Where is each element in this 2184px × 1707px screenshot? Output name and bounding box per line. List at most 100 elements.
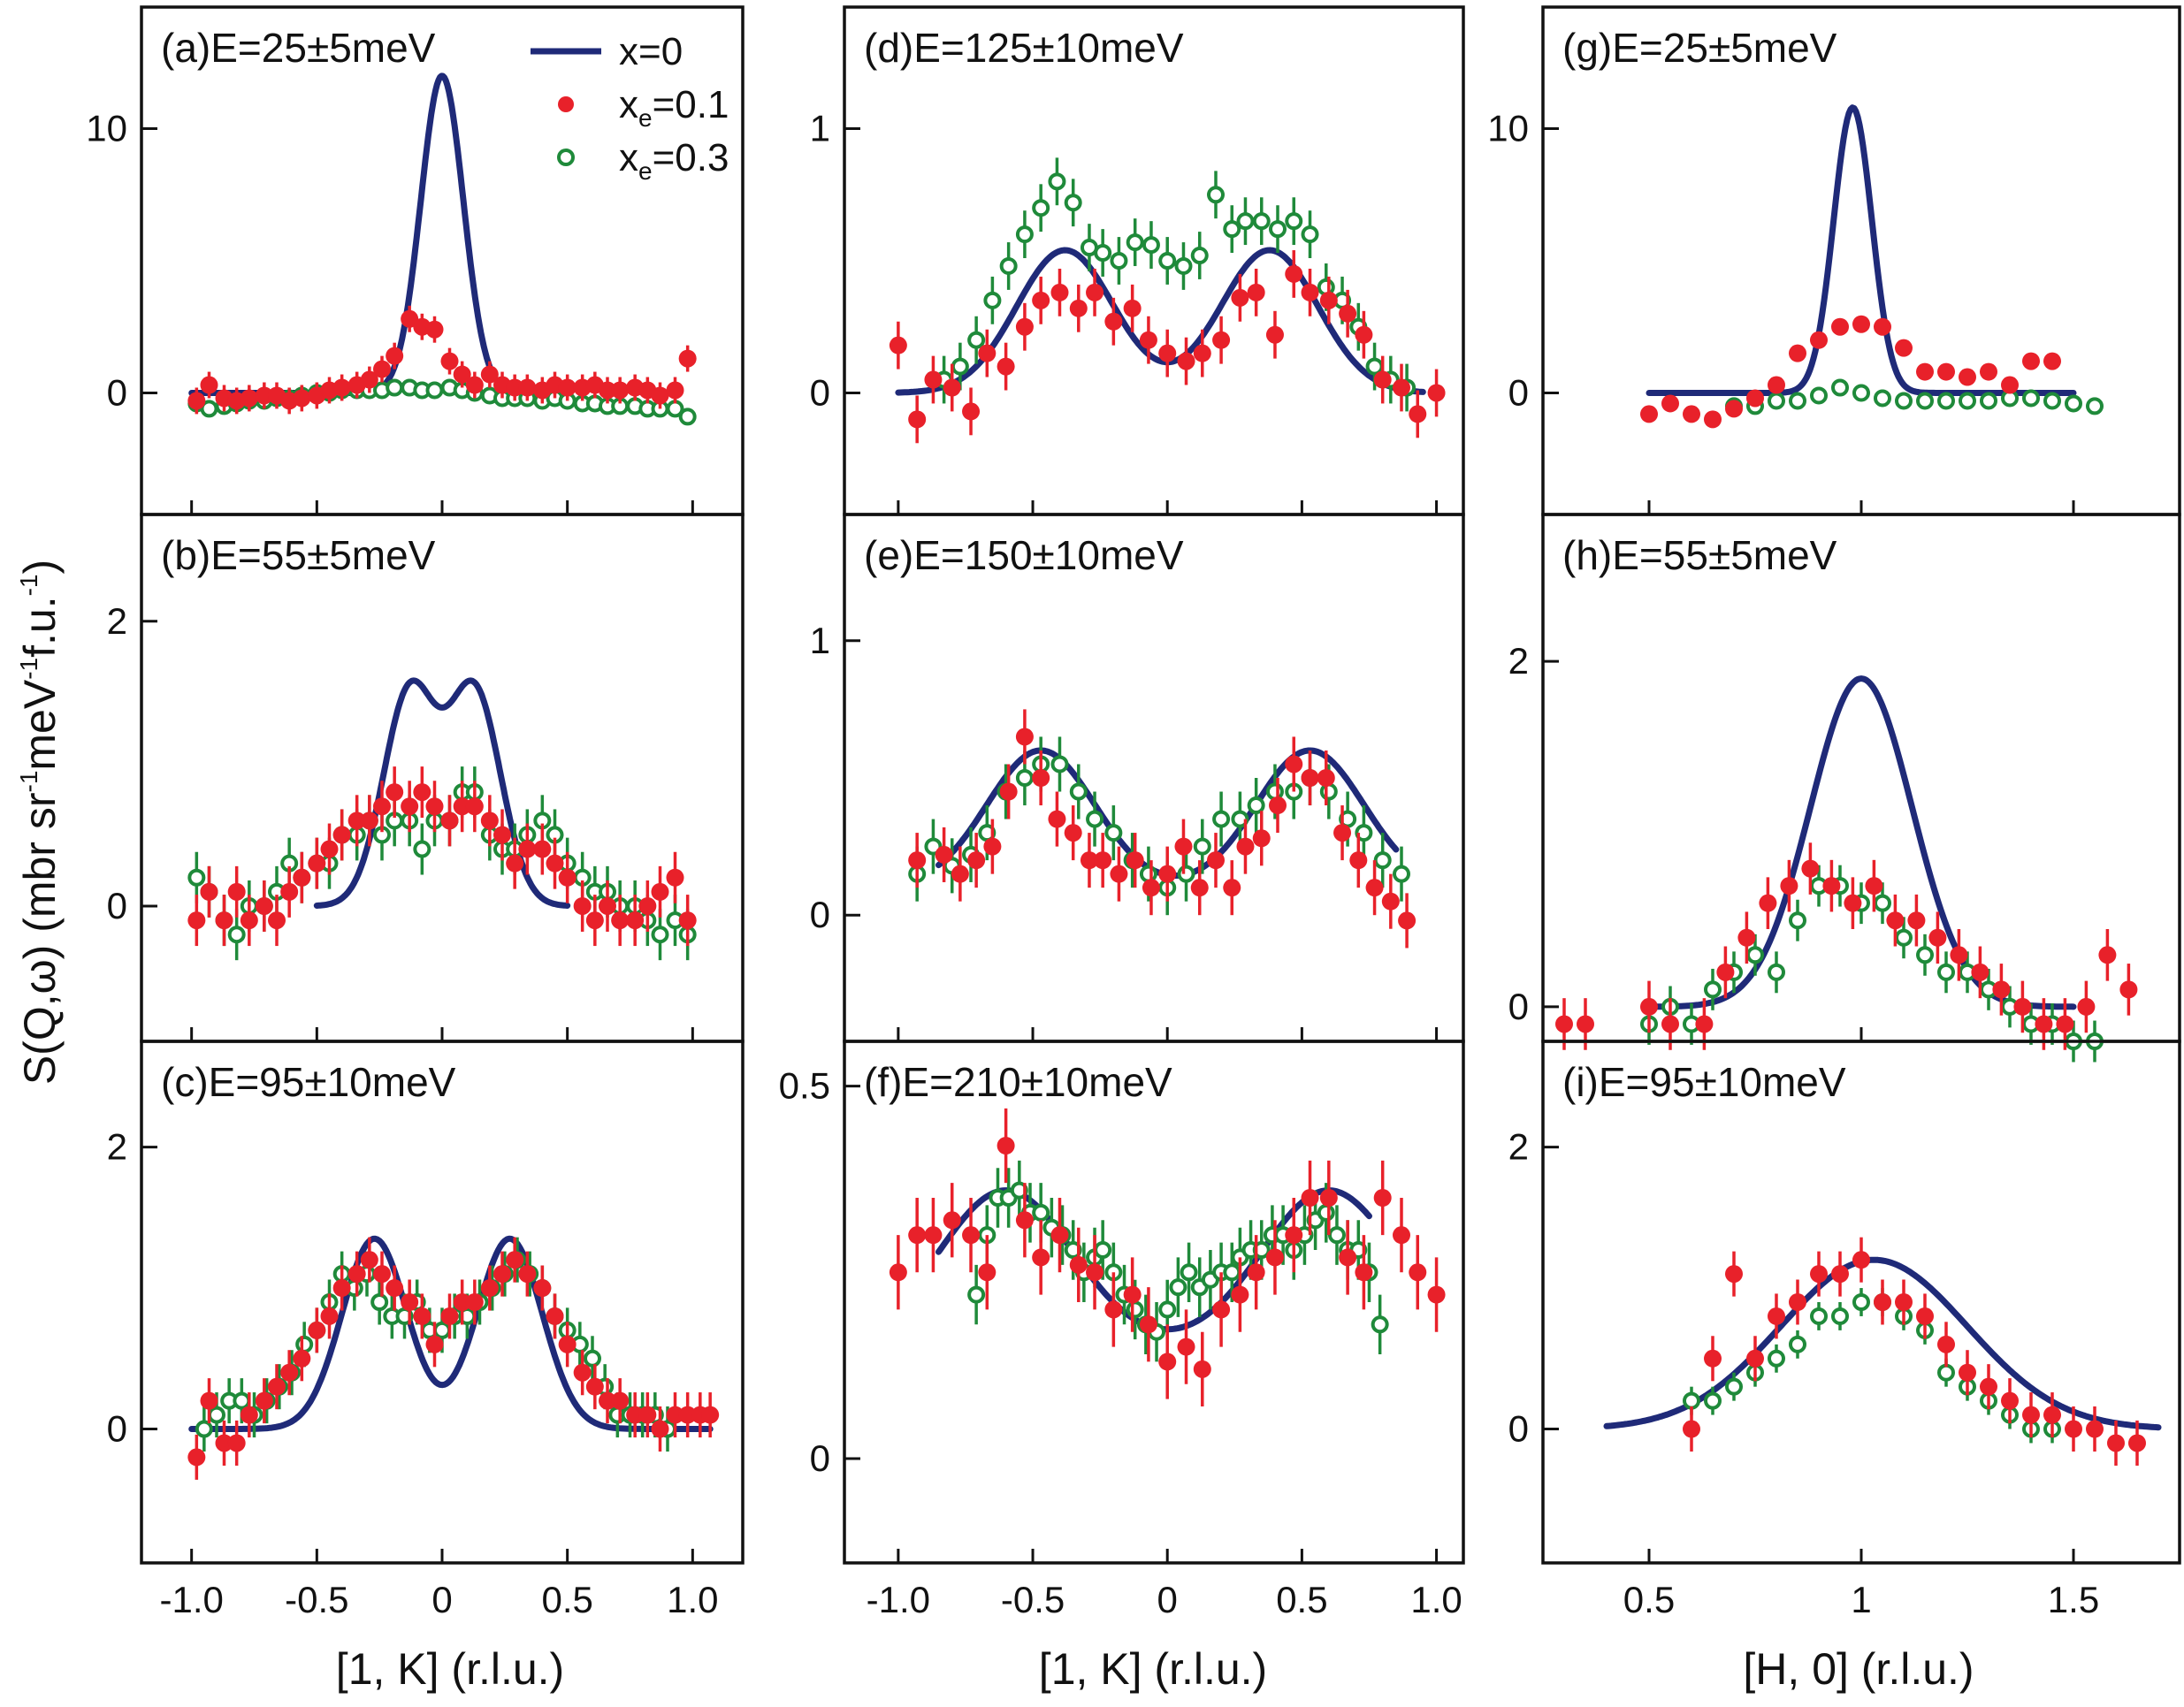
panel-f-xe01-point	[1339, 1248, 1357, 1267]
panel-a-xe01-point	[453, 365, 471, 384]
y-axis-label-exp1: -1	[15, 771, 42, 793]
panel-d-ytick-label: 1	[810, 108, 830, 149]
panel-e-xe01-point	[935, 845, 953, 864]
panel-h-xe01-point	[1661, 1015, 1679, 1033]
panel-g-xe01-point	[1725, 400, 1743, 418]
panel-f-xe01-point	[889, 1263, 907, 1282]
y-axis-label-main: S(Q,ω) (mbr sr	[15, 793, 65, 1086]
legend-x01-sub: e	[638, 104, 653, 132]
panel-e-xe03-point	[1015, 769, 1034, 787]
panel-c-xe01-point	[425, 1335, 444, 1353]
panel-b-xe01-point	[280, 882, 299, 901]
panel-e-xe01-point	[1349, 851, 1368, 870]
panel-d-xe03-point	[999, 256, 1018, 275]
panel-f-xe01-point	[1285, 1226, 1303, 1245]
panel-e-xe01-point	[1207, 851, 1225, 870]
y-axis-label-close: )	[15, 560, 65, 575]
panel-b: (b)E=55±5meV 0 2	[107, 513, 745, 1043]
panel-e-xe01-point	[967, 851, 986, 870]
panel-f-xe01-point	[1409, 1263, 1427, 1282]
panel-e-xe01-point	[1048, 810, 1066, 828]
panel-c-title: (c)E=95±10meV	[161, 1059, 456, 1105]
panel-b-xe01-point	[599, 896, 616, 915]
panel-b-xe01-point	[413, 783, 431, 802]
panel-f-xtick-label: -0.5	[1001, 1579, 1065, 1620]
panel-f-xe01-point	[1104, 1300, 1123, 1319]
panel-b-xe01-point	[308, 854, 326, 873]
panel-c-xe01-point	[465, 1293, 484, 1311]
panel-f-xe03-point	[1371, 1315, 1389, 1334]
legend-line-label: x=0	[619, 30, 683, 73]
panel-b-xe01-point	[678, 911, 697, 930]
panel-d-xe03-point	[1285, 212, 1303, 231]
panel-d-xe01-point	[1015, 317, 1034, 336]
panel-c-xe01-point	[360, 1251, 378, 1269]
panel-e-xe01-point	[1252, 829, 1271, 848]
panel-e-xe01-point	[1174, 837, 1193, 856]
panel-f-xe01-point	[1050, 1226, 1069, 1245]
panel-h-xe01-point	[1555, 1015, 1573, 1033]
panel-i-xe01-point	[2043, 1406, 2061, 1424]
panel-g-xe01-point	[1980, 362, 1997, 381]
panel-c-xe01-point	[401, 1293, 419, 1311]
panel-d-xe01-point	[1086, 283, 1104, 301]
y-axis-label-exp3: -1	[15, 574, 42, 596]
panel-b-xe01-point	[558, 868, 577, 887]
panel-f-ytick-label: 0.5	[779, 1065, 830, 1107]
panel-a-xe01-point	[373, 360, 391, 378]
panel-f-xe01-point	[1069, 1255, 1088, 1274]
panel-d-xe03-point	[1094, 244, 1112, 263]
panel-e-xe01-point	[1110, 865, 1128, 883]
panel-b-xe01-point	[480, 812, 499, 830]
panel-g-xe03-point	[1916, 392, 1934, 410]
panel-c-xe01-point	[546, 1307, 564, 1325]
panel-h-xe01-point	[1640, 997, 1658, 1016]
panel-f-xe01-point	[1265, 1248, 1284, 1267]
panel-d-xe01-point	[943, 378, 961, 397]
panel-d-xe03-point	[1269, 220, 1287, 239]
panel-f-xe03-point	[1158, 1300, 1177, 1319]
panel-g-fit-x0	[1646, 104, 2077, 396]
panel-h-xe01-point	[1950, 946, 1968, 964]
panel-d-xe01-point	[924, 370, 943, 389]
panel-e-energy: E=150±10meV	[913, 532, 1184, 578]
panel-h-xe03-point	[1704, 980, 1722, 999]
panel-b-xe01-point	[200, 882, 218, 901]
panel-c-xe01-point	[386, 1279, 404, 1298]
panel-c-xe01-point	[293, 1349, 311, 1368]
panel-g-xe01-point	[1959, 368, 1976, 386]
panel-f-xe01-point	[1015, 1211, 1034, 1230]
panel-e-xe01-point	[1064, 824, 1082, 842]
panel-b-xe01-point	[440, 812, 459, 830]
panel-i-xe03-point	[1937, 1363, 1955, 1382]
panel-c-xe01-point	[493, 1265, 511, 1284]
panel-c-xe01-point	[268, 1377, 286, 1396]
panel-d-frame	[843, 5, 1465, 516]
panel-f-xe01-point	[1231, 1285, 1249, 1304]
panel-d-xe01-point	[1032, 291, 1050, 309]
panel-i-xe03-point	[1725, 1377, 1743, 1396]
panel-c-xe03-point	[295, 1335, 314, 1353]
panel-a-label: (a)	[161, 25, 210, 71]
panel-d-xe03-point	[951, 357, 969, 376]
panel-c-xe03-point	[233, 1391, 251, 1410]
panel-f-xe01-point	[1032, 1248, 1050, 1267]
panel-g-xe01-point	[1916, 362, 1934, 381]
panel-d-xe03-point	[983, 291, 1002, 309]
panel-i-xe01-point	[1810, 1265, 1828, 1284]
panel-g-xe01-point	[1683, 405, 1700, 423]
panel-a-xe01-point	[240, 389, 258, 408]
panel-e-xe01-point	[1094, 851, 1112, 870]
panel-g-xe01-point	[1831, 317, 1849, 336]
panel-f-xe01-point	[1427, 1285, 1446, 1304]
panel-f-xe01-point	[1355, 1263, 1373, 1282]
panel-a-xe01-point	[558, 378, 577, 397]
panels: (a)E=25±5meV010(b)E=55±5meV02(c)E=95±10m…	[86, 5, 2181, 1620]
panel-f-xe01-point	[1301, 1189, 1319, 1207]
panel-i-xe01-point	[2001, 1391, 2019, 1410]
panel-e-xe01-point	[1381, 892, 1400, 911]
panel-e-xe01-point	[1285, 755, 1303, 773]
panel-c-xtick-label: 1.0	[667, 1579, 718, 1620]
panel-c-label: (c)	[161, 1059, 209, 1105]
panel-d-xe03-point	[1048, 172, 1066, 191]
